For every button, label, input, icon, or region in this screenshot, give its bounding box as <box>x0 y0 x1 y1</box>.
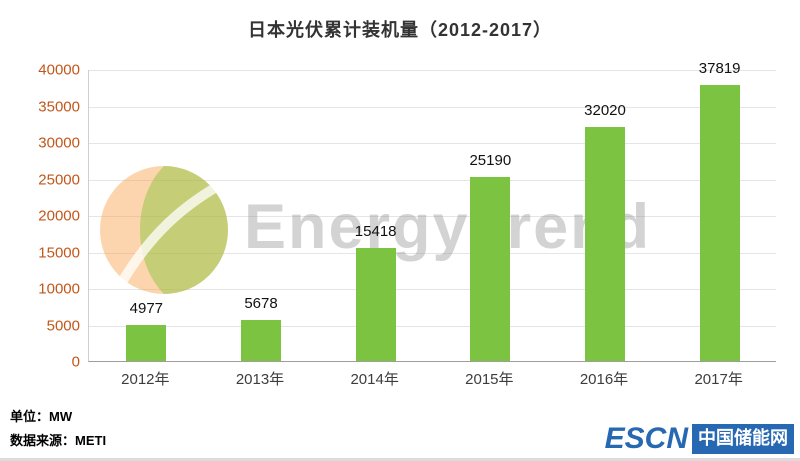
y-tick-label: 5000 <box>46 317 80 334</box>
bar-2012年 <box>126 324 167 361</box>
escn-logo: ESCN 中国储能网 <box>605 424 794 454</box>
x-tick-label: 2014年 <box>350 371 399 388</box>
bar-value-label: 25190 <box>469 152 512 170</box>
x-tick-label: 2017年 <box>694 371 743 388</box>
y-tick-label: 30000 <box>38 134 80 152</box>
x-tick-label: 2015年 <box>465 371 514 388</box>
y-tick-label: 35000 <box>38 98 80 115</box>
gridline <box>89 216 776 217</box>
gridline <box>89 179 776 181</box>
x-tick-label: 2013年 <box>235 371 285 388</box>
y-tick-label: 10000 <box>38 280 80 298</box>
gridline <box>89 70 776 71</box>
bar-2016年 <box>585 127 625 361</box>
x-tick-label: 2016年 <box>579 371 629 388</box>
gridline <box>89 252 776 254</box>
bar-2013年 <box>241 319 281 361</box>
bar-2015年 <box>470 177 511 361</box>
bar-2017年 <box>699 84 740 361</box>
y-tick-label: 40000 <box>38 61 80 79</box>
escn-brand-text: ESCN <box>604 422 688 455</box>
y-axis: 0 5000 10000 15000 20000 25000 30000 35000 40000 <box>0 62 80 371</box>
data-source-label: 数据来源：METI <box>10 433 107 448</box>
bar-value-label: 15418 <box>354 223 397 241</box>
bar-value-label: 37819 <box>698 59 741 77</box>
x-axis: 2012年 2013年 2014年 2015年 2016年 2017年 <box>88 368 776 392</box>
x-tick-label: 2012年 <box>121 371 170 388</box>
bottom-divider <box>0 458 800 461</box>
y-tick-label: 25000 <box>38 171 80 188</box>
bar-value-label: 5678 <box>244 294 278 312</box>
y-tick-label: 0 <box>71 353 80 371</box>
escn-chinese-text: 中国储能网 <box>692 424 794 454</box>
gridline <box>89 289 776 290</box>
gridline <box>89 143 776 144</box>
unit-label: 单位：MW <box>10 409 73 424</box>
bar-value-label: 32020 <box>584 102 626 120</box>
gridline <box>89 325 776 327</box>
gridline <box>89 106 776 108</box>
plot-area: 4977 5678 15418 25190 32020 37819 <box>88 60 776 362</box>
y-tick-label: 20000 <box>38 207 80 225</box>
bar-2014年 <box>355 248 396 361</box>
chart-title: 日本光伏累计装机量（2012-2017） <box>247 20 553 40</box>
y-tick-label: 15000 <box>38 244 80 261</box>
bar-value-label: 4977 <box>129 299 164 317</box>
